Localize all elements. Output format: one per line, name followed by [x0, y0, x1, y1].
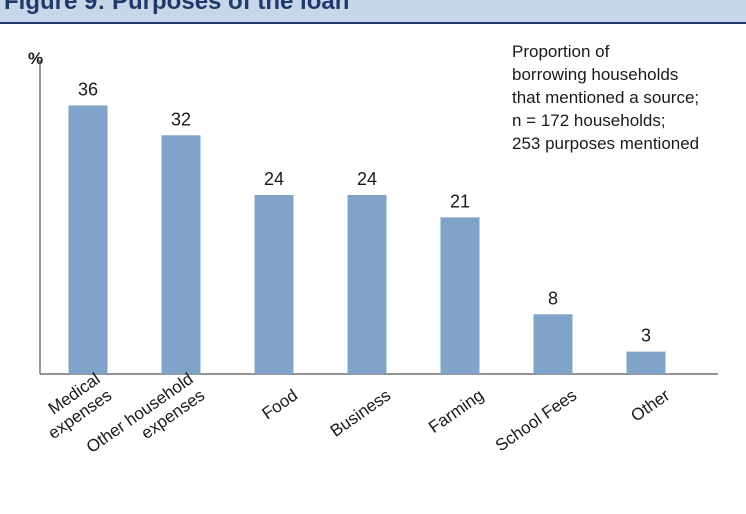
chart-note: Proportion of borrowing households that …: [512, 40, 744, 155]
note-line: 253 purposes mentioned: [512, 134, 700, 153]
data-label: 24: [357, 169, 377, 189]
bar: [533, 314, 573, 374]
data-label: 24: [264, 169, 284, 189]
note-line: n = 172 households;: [512, 111, 666, 130]
data-label: 21: [450, 191, 470, 211]
bar: [347, 194, 387, 374]
x-tick-label: Farming: [425, 386, 487, 437]
bar: [161, 135, 201, 374]
title-bar: Figure 9: Purposes of the loan: [0, 0, 746, 24]
x-tick-label: Other: [627, 385, 673, 425]
bar: [68, 105, 108, 374]
x-tick-label: Food: [259, 386, 302, 424]
data-label: 32: [171, 109, 191, 129]
note-line: Proportion of: [512, 42, 610, 61]
bar: [626, 351, 666, 374]
data-label: 36: [78, 79, 98, 99]
chart-title: Figure 9: Purposes of the loan: [4, 0, 350, 15]
note-line: borrowing households: [512, 65, 679, 84]
y-axis-label: %: [28, 49, 43, 68]
data-label: 8: [548, 288, 558, 308]
note-line: that mentioned a source;: [512, 88, 700, 107]
data-label: 3: [641, 326, 651, 346]
bar: [254, 194, 294, 374]
x-tick-label: School Fees: [492, 386, 580, 456]
bar: [440, 217, 480, 374]
x-tick-label: Business: [327, 386, 394, 441]
